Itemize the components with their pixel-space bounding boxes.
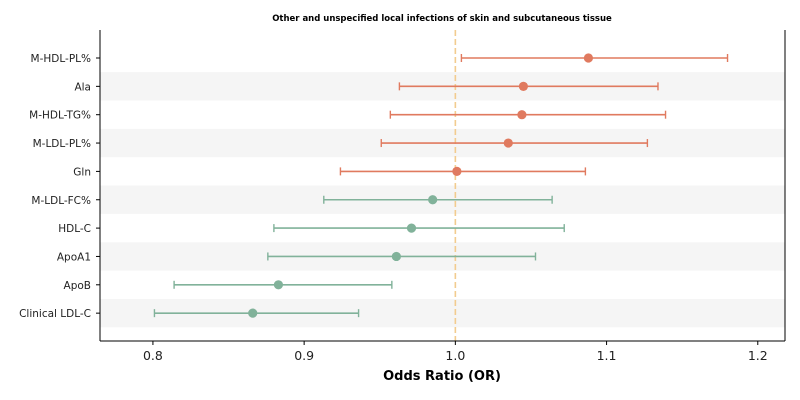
or-point bbox=[428, 195, 438, 205]
category-label: M-LDL-FC% bbox=[31, 195, 91, 207]
or-point bbox=[391, 251, 401, 262]
plot-marks bbox=[153, 53, 729, 318]
estimate-row bbox=[267, 251, 537, 262]
or-point bbox=[518, 81, 528, 91]
or-point bbox=[248, 308, 258, 318]
or-point bbox=[273, 280, 284, 290]
category-label: Ala bbox=[74, 81, 91, 93]
axes bbox=[99, 30, 786, 342]
x-tick-label: 0.8 bbox=[143, 348, 163, 363]
x-tick-label: 1.0 bbox=[445, 348, 465, 363]
estimate-row bbox=[398, 81, 659, 91]
x-tick-label: 0.9 bbox=[294, 348, 314, 363]
category-label: M-LDL-PL% bbox=[33, 138, 91, 150]
estimate-row bbox=[389, 110, 667, 120]
category-label: ApoB bbox=[64, 280, 91, 292]
or-point bbox=[406, 223, 417, 233]
category-label: M-HDL-TG% bbox=[29, 110, 91, 122]
estimate-row bbox=[173, 280, 393, 290]
x-ticks: 0.8 0.9 1.0 1.1 1.2 bbox=[143, 341, 768, 363]
category-label: ApoA1 bbox=[57, 251, 91, 263]
estimate-row bbox=[273, 223, 565, 233]
or-point bbox=[503, 138, 513, 148]
category-label: M-HDL-PL% bbox=[31, 53, 91, 65]
or-point bbox=[452, 166, 462, 176]
estimate-row bbox=[323, 195, 553, 205]
or-point bbox=[517, 110, 527, 120]
x-axis-title: Odds Ratio (OR) bbox=[383, 369, 501, 384]
chart-title: Other and unspecified local infections o… bbox=[272, 14, 612, 24]
estimate-row bbox=[153, 308, 360, 318]
x-tick-label: 1.1 bbox=[597, 348, 617, 363]
estimate-row bbox=[339, 166, 587, 176]
estimate-row bbox=[460, 53, 729, 63]
estimate-row bbox=[380, 138, 649, 148]
x-tick-label: 1.2 bbox=[748, 348, 768, 363]
y-labels: M-HDL-PL% Ala M-HDL-TG% M-LDL-PL% Gln M-LDL-F… bbox=[19, 53, 100, 320]
category-label: Gln bbox=[73, 166, 91, 178]
or-point bbox=[583, 53, 594, 63]
category-label: HDL-C bbox=[58, 223, 91, 235]
category-label: Clinical LDL-C bbox=[19, 308, 91, 320]
